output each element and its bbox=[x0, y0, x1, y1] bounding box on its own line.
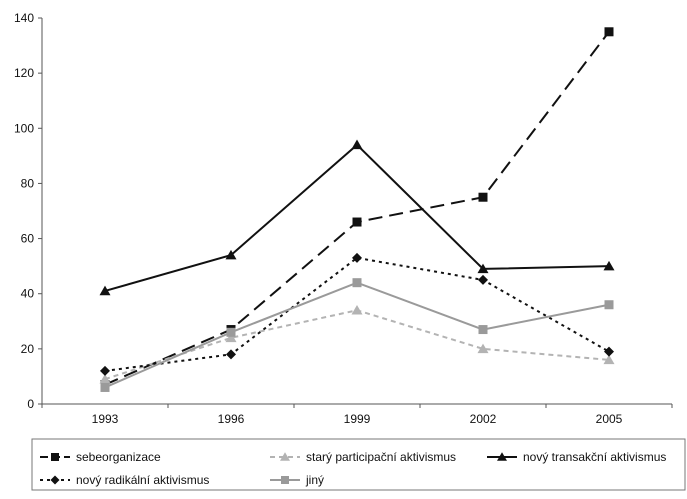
y-tick-label: 80 bbox=[21, 176, 35, 190]
series-lines bbox=[99, 27, 615, 392]
legend-entry: sebeorganizace bbox=[40, 450, 161, 464]
y-tick-label: 120 bbox=[14, 66, 34, 80]
y-tick-label: 40 bbox=[21, 287, 35, 301]
x-tick-label: 2002 bbox=[470, 412, 497, 426]
data-point-marker bbox=[604, 27, 614, 37]
legend-label: starý participační aktivismus bbox=[306, 450, 456, 464]
series-line bbox=[104, 256, 610, 372]
data-point-marker bbox=[352, 278, 362, 288]
data-point-marker bbox=[603, 354, 615, 365]
data-point-marker bbox=[99, 285, 111, 296]
legend-entry: jiný bbox=[270, 473, 324, 487]
data-point-marker bbox=[477, 263, 489, 274]
legend: sebeorganizace starý participační aktivis… bbox=[31, 438, 686, 491]
legend-label: sebeorganizace bbox=[76, 450, 161, 464]
data-point-marker bbox=[477, 343, 489, 354]
data-point-marker bbox=[226, 327, 236, 337]
data-point-marker bbox=[51, 453, 59, 461]
data-point-marker bbox=[50, 475, 60, 485]
data-point-marker bbox=[352, 217, 362, 227]
y-tick-label: 20 bbox=[21, 342, 35, 356]
x-tick-label: 1999 bbox=[344, 412, 371, 426]
series-4 bbox=[100, 252, 614, 376]
x-tick-label: 2005 bbox=[596, 412, 623, 426]
legend-box bbox=[31, 438, 686, 491]
data-point-marker bbox=[100, 382, 110, 392]
data-point-marker bbox=[604, 346, 614, 357]
y-tick-label: 140 bbox=[14, 11, 34, 25]
series-5 bbox=[100, 278, 614, 392]
data-point-marker bbox=[478, 192, 488, 202]
series-line bbox=[104, 281, 610, 389]
legend-label: nový transakční aktivismus bbox=[523, 450, 666, 464]
legend-entry: starý participační aktivismus bbox=[270, 450, 456, 464]
data-point-marker bbox=[478, 325, 488, 335]
data-point-marker bbox=[281, 476, 289, 484]
legend-label: nový radikální aktivismus bbox=[76, 473, 209, 487]
y-tick-label: 60 bbox=[21, 232, 35, 246]
legend-label: jiný bbox=[305, 473, 324, 487]
data-point-marker bbox=[351, 304, 363, 315]
x-tick-label: 1993 bbox=[92, 412, 119, 426]
y-tick-label: 100 bbox=[14, 121, 34, 135]
legend-entry: nový transakční aktivismus bbox=[487, 450, 666, 464]
x-tick-label: 1996 bbox=[218, 412, 245, 426]
data-point-marker bbox=[226, 349, 236, 360]
series-line bbox=[104, 31, 610, 386]
data-point-marker bbox=[100, 365, 110, 376]
series-1 bbox=[100, 27, 614, 390]
data-point-marker bbox=[352, 252, 362, 263]
data-point-marker bbox=[99, 373, 111, 384]
series-2 bbox=[99, 304, 615, 384]
data-point-marker bbox=[603, 260, 615, 271]
series-3 bbox=[99, 139, 615, 296]
legend-entry: nový radikální aktivismus bbox=[40, 473, 209, 487]
data-point-marker bbox=[225, 332, 237, 343]
data-point-marker bbox=[497, 452, 507, 461]
axes: 0 20 40 60 80 100 120 140 1993 1996 1999 2002 2005 bbox=[14, 11, 673, 426]
data-point-marker bbox=[351, 139, 363, 150]
data-point-marker bbox=[478, 274, 488, 285]
data-point-marker bbox=[225, 249, 237, 260]
data-point-marker bbox=[280, 452, 290, 461]
data-point-marker bbox=[604, 300, 614, 310]
y-tick-label: 0 bbox=[27, 397, 34, 411]
